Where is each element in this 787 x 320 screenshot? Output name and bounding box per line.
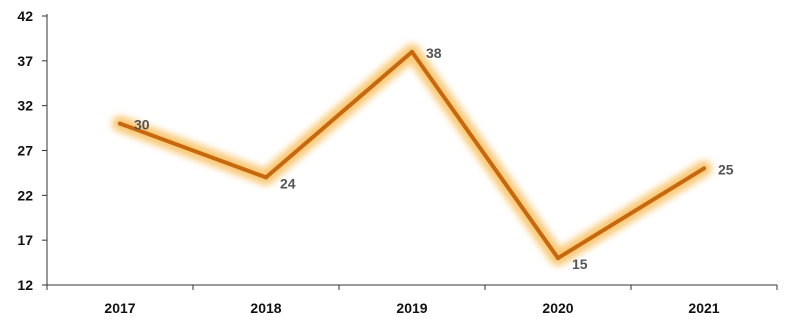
- data-label: 15: [572, 256, 588, 272]
- data-point: [556, 256, 560, 261]
- y-tick-label: 32: [17, 98, 33, 114]
- data-label: 25: [718, 161, 734, 177]
- y-tick-label: 12: [17, 277, 33, 293]
- x-tick-label: 2018: [250, 300, 281, 316]
- data-label: 24: [280, 175, 296, 191]
- x-tick-label: 2019: [396, 300, 427, 316]
- data-point: [702, 166, 706, 171]
- data-label: 30: [134, 117, 150, 133]
- x-tick-label: 2021: [688, 300, 719, 316]
- y-tick-label: 27: [17, 143, 33, 159]
- series-layer: [112, 43, 712, 267]
- y-tick-label: 22: [17, 187, 33, 203]
- y-tick-label: 17: [17, 232, 33, 248]
- x-tick-label: 2020: [542, 300, 573, 316]
- y-tick-label: 42: [17, 8, 33, 24]
- y-tick-label: 37: [17, 53, 33, 69]
- data-point: [410, 49, 414, 54]
- axes: 12 17 22 27 32 37 42 2017 2018 2019 2020 2021: [17, 8, 778, 316]
- labels-layer: 30 24 38 15 25: [134, 45, 734, 272]
- data-label: 38: [426, 45, 442, 61]
- x-tick-label: 2017: [104, 300, 135, 316]
- data-point: [118, 121, 122, 126]
- data-point: [264, 175, 268, 180]
